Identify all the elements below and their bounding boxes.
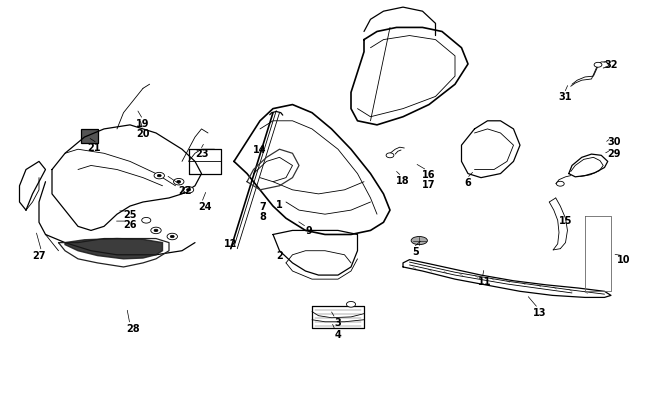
Text: 22: 22 [179, 185, 192, 195]
Circle shape [154, 173, 164, 179]
Circle shape [167, 234, 177, 240]
Circle shape [183, 187, 194, 194]
Text: 26: 26 [124, 220, 136, 230]
Text: 12: 12 [224, 238, 237, 248]
Text: 14: 14 [254, 145, 266, 155]
Circle shape [177, 181, 181, 183]
Text: 20: 20 [136, 129, 150, 139]
Circle shape [174, 179, 184, 185]
Text: 9: 9 [306, 226, 312, 236]
Bar [81, 130, 98, 144]
Text: 3: 3 [335, 317, 341, 327]
Circle shape [154, 230, 158, 232]
Text: 29: 29 [608, 149, 621, 159]
Circle shape [157, 175, 161, 177]
Circle shape [187, 189, 190, 192]
Text: 1: 1 [276, 200, 283, 209]
Text: 4: 4 [335, 329, 341, 339]
Text: 11: 11 [478, 277, 491, 286]
Circle shape [151, 228, 161, 234]
Text: 32: 32 [604, 60, 617, 70]
Text: 13: 13 [533, 307, 546, 317]
Text: 8: 8 [260, 212, 266, 222]
Circle shape [594, 63, 602, 68]
Polygon shape [65, 239, 162, 259]
Circle shape [346, 302, 356, 307]
Text: 6: 6 [465, 177, 471, 187]
Circle shape [386, 153, 394, 158]
Text: 5: 5 [413, 246, 419, 256]
Text: 27: 27 [32, 250, 46, 260]
Text: 23: 23 [195, 149, 208, 159]
Text: 28: 28 [127, 323, 140, 333]
Text: 16: 16 [422, 169, 436, 179]
Text: 30: 30 [608, 137, 621, 147]
Text: 2: 2 [276, 250, 283, 260]
Text: 15: 15 [559, 216, 572, 226]
Text: 21: 21 [88, 143, 101, 153]
Text: 17: 17 [422, 179, 436, 189]
Text: 31: 31 [559, 92, 572, 102]
Text: 18: 18 [396, 175, 410, 185]
Text: 25: 25 [124, 210, 136, 220]
Ellipse shape [411, 237, 428, 245]
Text: 24: 24 [198, 202, 211, 211]
Text: 19: 19 [136, 119, 150, 128]
Text: 7: 7 [260, 202, 266, 211]
Circle shape [170, 236, 174, 238]
Text: 10: 10 [618, 254, 630, 264]
Circle shape [142, 218, 151, 224]
Circle shape [556, 182, 564, 187]
